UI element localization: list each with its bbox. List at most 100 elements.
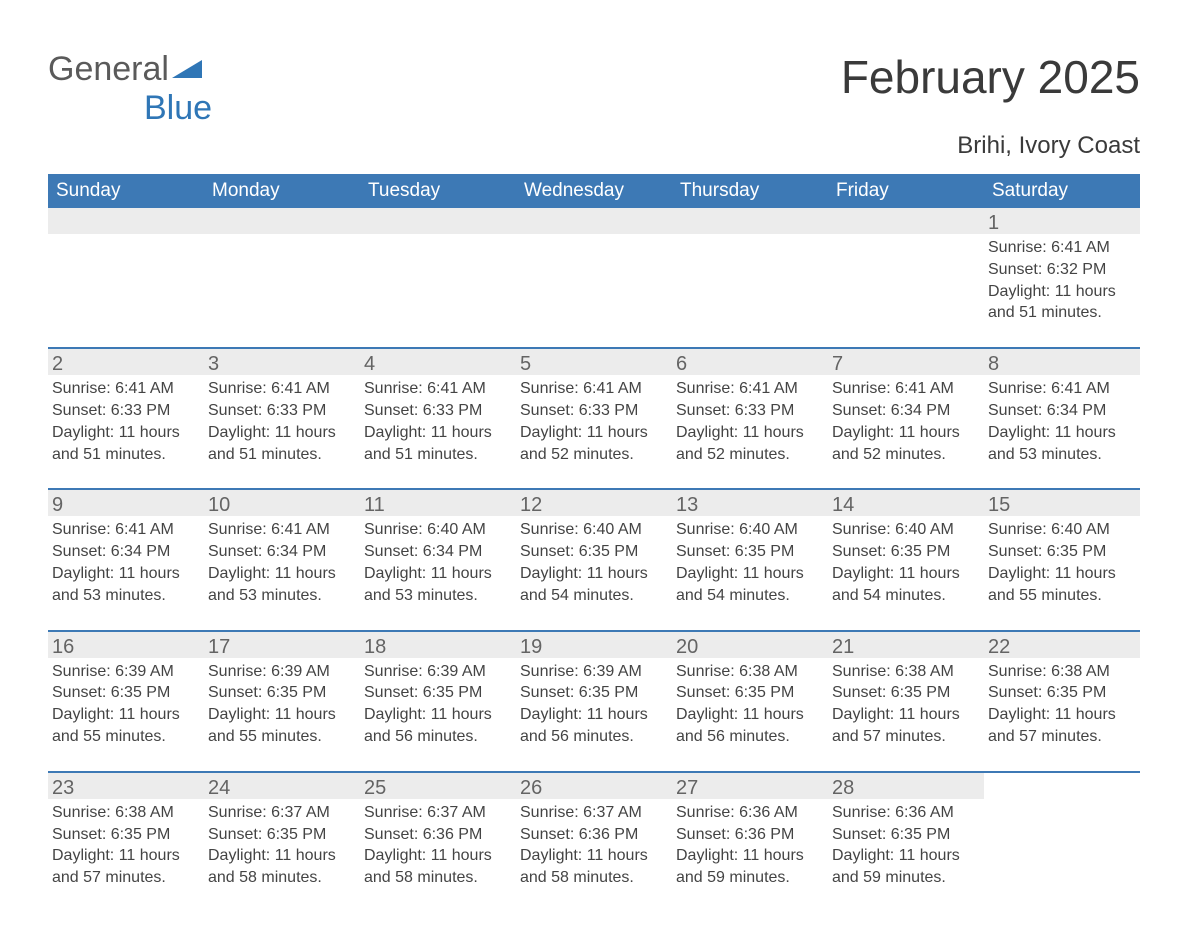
weekday-header: Saturday [984,174,1140,208]
day-number [360,208,516,234]
day-number: 24 [204,773,360,799]
day-number: 27 [672,773,828,799]
sunset-text: Sunset: 6:33 PM [676,401,822,422]
daylight2-text: and 55 minutes. [208,727,354,748]
sunrise-text: Sunrise: 6:39 AM [52,662,198,683]
day-cell: 20Sunrise: 6:38 AMSunset: 6:35 PMDayligh… [672,632,828,757]
sunrise-text: Sunrise: 6:41 AM [676,379,822,400]
sunset-text: Sunset: 6:36 PM [676,825,822,846]
day-number: 5 [516,349,672,375]
day-cell: 18Sunrise: 6:39 AMSunset: 6:35 PMDayligh… [360,632,516,757]
sunrise-text: Sunrise: 6:40 AM [520,520,666,541]
week-row: 1Sunrise: 6:41 AMSunset: 6:32 PMDaylight… [48,208,1140,333]
daylight1-text: Daylight: 11 hours [988,423,1134,444]
sunrise-text: Sunrise: 6:38 AM [52,803,198,824]
week-row: 9Sunrise: 6:41 AMSunset: 6:34 PMDaylight… [48,488,1140,615]
day-number: 4 [360,349,516,375]
sunset-text: Sunset: 6:35 PM [988,542,1134,563]
daylight1-text: Daylight: 11 hours [364,564,510,585]
empty-day-cell [516,208,672,333]
day-number: 3 [204,349,360,375]
sunrise-text: Sunrise: 6:37 AM [364,803,510,824]
header-area: General Blue February 2025 [48,50,1140,128]
day-number [672,208,828,234]
sunset-text: Sunset: 6:32 PM [988,260,1134,281]
sunset-text: Sunset: 6:34 PM [364,542,510,563]
daylight1-text: Daylight: 11 hours [832,423,978,444]
day-cell: 19Sunrise: 6:39 AMSunset: 6:35 PMDayligh… [516,632,672,757]
empty-day-cell [204,208,360,333]
daylight2-text: and 56 minutes. [364,727,510,748]
daylight2-text: and 55 minutes. [52,727,198,748]
daylight2-text: and 51 minutes. [208,445,354,466]
sunrise-text: Sunrise: 6:38 AM [832,662,978,683]
daylight1-text: Daylight: 11 hours [520,846,666,867]
weekday-header: Thursday [672,174,828,208]
sunset-text: Sunset: 6:34 PM [208,542,354,563]
day-number: 10 [204,490,360,516]
day-cell: 4Sunrise: 6:41 AMSunset: 6:33 PMDaylight… [360,349,516,474]
day-number: 19 [516,632,672,658]
empty-day-cell [984,773,1140,898]
daylight1-text: Daylight: 11 hours [520,564,666,585]
sunrise-text: Sunrise: 6:40 AM [676,520,822,541]
day-cell: 24Sunrise: 6:37 AMSunset: 6:35 PMDayligh… [204,773,360,898]
daylight2-text: and 57 minutes. [988,727,1134,748]
weekday-header: Tuesday [360,174,516,208]
empty-day-cell [360,208,516,333]
day-number: 14 [828,490,984,516]
sunset-text: Sunset: 6:35 PM [832,825,978,846]
day-cell: 13Sunrise: 6:40 AMSunset: 6:35 PMDayligh… [672,490,828,615]
day-cell: 16Sunrise: 6:39 AMSunset: 6:35 PMDayligh… [48,632,204,757]
weekday-header: Monday [204,174,360,208]
sunset-text: Sunset: 6:35 PM [208,683,354,704]
day-cell: 27 Sunrise: 6:36 AMSunset: 6:36 PMDayligh… [672,773,828,898]
daylight1-text: Daylight: 11 hours [676,846,822,867]
sunrise-text: Sunrise: 6:39 AM [208,662,354,683]
sunrise-text: Sunrise: 6:40 AM [364,520,510,541]
daylight2-text: and 59 minutes. [676,868,822,889]
daylight1-text: Daylight: 11 hours [364,423,510,444]
daylight2-text: and 53 minutes. [364,586,510,607]
day-number: 8 [984,349,1140,375]
daylight2-text: and 51 minutes. [988,303,1134,324]
day-cell: 1Sunrise: 6:41 AMSunset: 6:32 PMDaylight… [984,208,1140,333]
daylight1-text: Daylight: 11 hours [208,705,354,726]
sunrise-text: Sunrise: 6:41 AM [208,520,354,541]
sunset-text: Sunset: 6:35 PM [832,683,978,704]
weekday-header: Friday [828,174,984,208]
week-row: 23Sunrise: 6:38 AMSunset: 6:35 PMDayligh… [48,771,1140,898]
daylight2-text: and 51 minutes. [364,445,510,466]
sunrise-text: Sunrise: 6:41 AM [988,379,1134,400]
sunset-text: Sunset: 6:35 PM [676,542,822,563]
day-cell: 8Sunrise: 6:41 AMSunset: 6:34 PMDaylight… [984,349,1140,474]
sunrise-text: Sunrise: 6:36 AM [676,803,822,824]
daylight2-text: and 52 minutes. [676,445,822,466]
daylight1-text: Daylight: 11 hours [988,282,1134,303]
sunset-text: Sunset: 6:33 PM [52,401,198,422]
day-cell: 14Sunrise: 6:40 AMSunset: 6:35 PMDayligh… [828,490,984,615]
daylight2-text: and 54 minutes. [832,586,978,607]
day-number: 28 [828,773,984,799]
weekday-header: Sunday [48,174,204,208]
weekday-header: Wednesday [516,174,672,208]
calendar-body: 1Sunrise: 6:41 AMSunset: 6:32 PMDaylight… [48,208,1140,898]
sunset-text: Sunset: 6:35 PM [520,542,666,563]
daylight2-text: and 57 minutes. [52,868,198,889]
sunrise-text: Sunrise: 6:36 AM [832,803,978,824]
empty-day-cell [828,208,984,333]
logo-text: General Blue [48,50,212,128]
daylight1-text: Daylight: 11 hours [520,705,666,726]
sunrise-text: Sunrise: 6:41 AM [832,379,978,400]
sunrise-text: Sunrise: 6:40 AM [832,520,978,541]
sunrise-text: Sunrise: 6:41 AM [52,520,198,541]
sunset-text: Sunset: 6:33 PM [208,401,354,422]
sunrise-text: Sunrise: 6:41 AM [520,379,666,400]
sunset-text: Sunset: 6:35 PM [52,683,198,704]
empty-day-cell [48,208,204,333]
sunset-text: Sunset: 6:35 PM [208,825,354,846]
day-cell: 26Sunrise: 6:37 AMSunset: 6:36 PMDayligh… [516,773,672,898]
day-number: 11 [360,490,516,516]
day-number: 9 [48,490,204,516]
day-cell: 11 Sunrise: 6:40 AMSunset: 6:34 PMDayligh… [360,490,516,615]
